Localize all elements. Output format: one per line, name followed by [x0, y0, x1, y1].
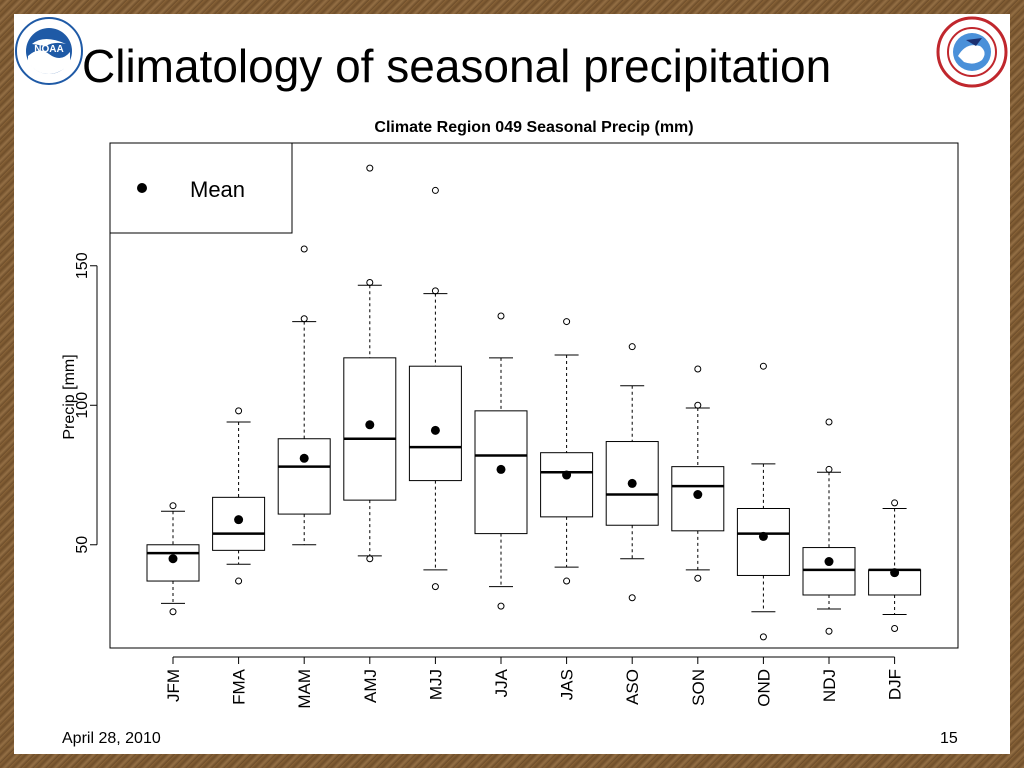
box-OND	[736, 362, 790, 641]
outlier-point-MJJ-0	[431, 583, 439, 591]
mean-point-NDJ	[824, 557, 834, 567]
x-tick-label-ASO: ASO	[623, 669, 642, 705]
outlier-point-DJF-1	[891, 499, 899, 507]
outlier-point-NDJ-0	[825, 627, 833, 635]
nws-logo	[936, 16, 1008, 93]
outlier-point-MJJ-2	[431, 186, 439, 194]
box-MJJ	[408, 186, 462, 591]
outlier-point-OND-1	[759, 362, 767, 370]
x-tick-label-JJA: JJA	[492, 668, 511, 697]
svg-text:NOAA: NOAA	[34, 44, 63, 55]
x-tick-label-FMA: FMA	[230, 668, 249, 705]
mean-point-OND	[758, 531, 768, 541]
mean-point-MJJ	[430, 425, 440, 435]
legend-label-mean: Mean	[190, 177, 245, 202]
mean-point-AMJ	[365, 420, 375, 430]
y-tick-label-50: 50	[74, 536, 91, 554]
y-axis-label: Precip [mm]	[61, 354, 78, 439]
outlier-point-MJJ-1	[431, 287, 439, 295]
x-tick-label-JFM: JFM	[164, 669, 183, 702]
outlier-point-SON-2	[694, 365, 702, 373]
mean-point-JAS	[562, 470, 572, 480]
box-SON	[671, 365, 725, 582]
box-MAM	[277, 245, 331, 546]
outlier-point-SON-0	[694, 574, 702, 582]
chart-title: Climate Region 049 Seasonal Precip (mm)	[374, 119, 693, 136]
outlier-point-FMA-1	[235, 407, 243, 415]
iqr-box-JAS	[540, 452, 594, 518]
box-DJF	[868, 499, 922, 632]
mean-point-JJA	[496, 464, 506, 474]
iqr-box-MAM	[277, 438, 331, 515]
iqr-box-NDJ	[802, 547, 856, 596]
mean-point-FMA	[234, 515, 244, 525]
outlier-point-ASO-0	[628, 594, 636, 602]
mean-point-MAM	[299, 453, 309, 463]
outlier-point-FMA-0	[235, 577, 243, 585]
outlier-point-NDJ-1	[825, 465, 833, 473]
outlier-point-JAS-1	[563, 318, 571, 326]
outlier-point-AMJ-1	[366, 279, 374, 287]
box-JAS	[540, 318, 594, 585]
outlier-point-MAM-1	[300, 245, 308, 253]
x-tick-label-SON: SON	[689, 669, 708, 706]
outlier-point-AMJ-0	[366, 555, 374, 563]
mean-point-SON	[693, 490, 703, 500]
mean-point-ASO	[627, 478, 637, 488]
x-tick-label-AMJ: AMJ	[361, 669, 380, 703]
page-number: 15	[940, 730, 958, 747]
x-tick-label-OND: OND	[754, 669, 773, 707]
iqr-box-MJJ	[408, 365, 462, 482]
x-axis: JFM FMA MAM AMJ MJJ JJA JAS ASO SON OND NDJ DJF	[164, 656, 905, 709]
footer-date: April 28, 2010	[62, 730, 161, 747]
outlier-point-NDJ-2	[825, 418, 833, 426]
y-axis: 50 100 150	[74, 252, 98, 554]
x-tick-label-NDJ: NDJ	[820, 669, 839, 702]
y-tick-label-150: 150	[74, 252, 91, 279]
x-tick-label-MJJ: MJJ	[426, 669, 445, 700]
x-tick-label-MAM: MAM	[295, 669, 314, 709]
outlier-point-SON-1	[694, 401, 702, 409]
outlier-point-AMJ-2	[366, 164, 374, 172]
iqr-box-OND	[736, 507, 790, 576]
boxplot-chart: Climate Region 049 Seasonal Precip (mm) …	[52, 108, 962, 730]
x-tick-label-DJF: DJF	[886, 669, 905, 700]
plot-area	[109, 142, 959, 649]
box-NDJ	[802, 418, 856, 635]
outlier-point-JJA-1	[497, 312, 505, 320]
noaa-logo: NOAA	[14, 16, 84, 91]
legend: Mean	[109, 142, 293, 234]
outlier-point-ASO-1	[628, 343, 636, 351]
outlier-point-JJA-0	[497, 602, 505, 610]
box-JJA	[474, 312, 528, 610]
legend-mean-marker	[137, 183, 147, 193]
outlier-point-JAS-0	[563, 577, 571, 585]
box-AMJ	[343, 164, 397, 563]
outlier-point-JFM-0	[169, 608, 177, 616]
outlier-point-OND-0	[759, 633, 767, 641]
mean-point-JFM	[168, 554, 178, 564]
outlier-point-JFM-1	[169, 502, 177, 510]
outlier-point-DJF-0	[891, 624, 899, 632]
box-series	[146, 164, 922, 641]
box-JFM	[146, 502, 200, 616]
x-tick-label-JAS: JAS	[558, 669, 577, 700]
slide-title: Climatology of seasonal precipitation	[82, 40, 832, 92]
y-tick-label-100: 100	[74, 392, 91, 419]
outlier-point-MAM-0	[300, 315, 308, 323]
box-ASO	[605, 343, 659, 602]
box-FMA	[212, 407, 266, 585]
mean-point-DJF	[890, 568, 900, 578]
